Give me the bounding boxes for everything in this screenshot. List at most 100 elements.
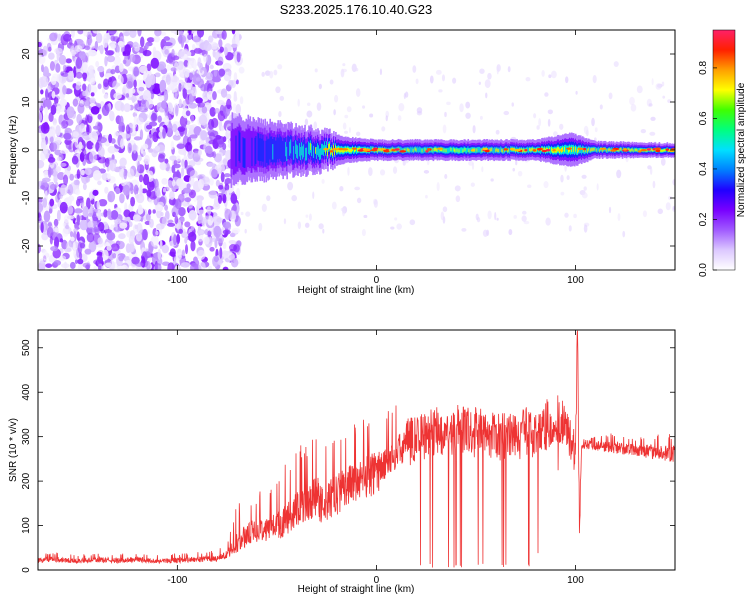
heatmap-cell xyxy=(142,173,150,186)
heatmap-cell xyxy=(40,76,49,88)
heatmap-cell xyxy=(471,162,475,170)
heatmap-cell xyxy=(322,228,325,234)
heatmap-cell xyxy=(627,148,630,151)
heatmap-cell xyxy=(157,115,162,123)
heatmap-cell xyxy=(43,210,51,223)
heatmap-cell xyxy=(577,147,584,151)
heatmap-cell xyxy=(77,258,84,265)
heatmap-cell xyxy=(53,236,60,249)
heatmap-cell xyxy=(606,148,609,153)
heatmap-cell xyxy=(234,128,237,174)
heatmap-cell xyxy=(177,126,186,133)
heatmap-cell xyxy=(228,244,238,252)
heatmap-cell xyxy=(601,149,604,152)
heatmap-cell xyxy=(38,41,42,48)
heatmap-cell xyxy=(594,127,598,133)
heatmap-cell xyxy=(215,134,222,140)
heatmap-cell xyxy=(565,76,569,84)
heatmap-cell xyxy=(95,60,100,68)
heatmap-cell xyxy=(437,147,444,150)
heatmap-cell xyxy=(373,199,378,208)
heatmap-cell xyxy=(126,244,136,253)
heatmap-cell xyxy=(101,104,110,117)
heatmap-cell xyxy=(182,187,192,194)
heatmap-cell xyxy=(416,107,423,114)
heatmap-cell xyxy=(581,174,587,179)
heatmap-cell xyxy=(433,147,436,152)
heatmap-cell xyxy=(228,70,232,77)
heatmap-cell xyxy=(651,78,654,86)
heatmap-cell xyxy=(323,145,325,156)
heatmap-cell xyxy=(48,112,54,123)
heatmap-cell xyxy=(178,34,183,45)
heatmap-cell xyxy=(342,63,346,67)
heatmap-cell xyxy=(478,146,481,153)
heatmap-cell xyxy=(446,147,449,154)
heatmap-cell xyxy=(174,92,178,100)
heatmap-cell xyxy=(146,213,151,222)
heatmap-cell xyxy=(171,179,176,187)
heatmap-cell xyxy=(286,146,288,162)
heatmap-cell xyxy=(154,145,160,152)
heatmap-cell xyxy=(532,149,537,152)
heatmap-cell xyxy=(557,147,559,152)
heatmap-cell xyxy=(544,92,549,97)
heatmap-cell xyxy=(226,93,232,100)
heatmap-cell xyxy=(240,211,244,216)
heatmap-cell xyxy=(237,126,240,172)
heatmap-cell xyxy=(38,243,41,254)
heatmap-cell xyxy=(523,148,525,152)
heatmap-cell xyxy=(498,148,500,153)
heatmap-cell xyxy=(109,110,115,122)
heatmap-cell xyxy=(182,69,191,76)
heatmap-cell xyxy=(187,60,194,69)
heatmap-cell xyxy=(82,262,91,268)
heatmap-cell xyxy=(196,40,200,49)
heatmap-cell xyxy=(180,167,185,177)
heatmap-cell xyxy=(128,122,138,129)
heatmap-cell xyxy=(155,223,165,230)
heatmap-cell xyxy=(421,149,424,153)
heatmap-cell xyxy=(279,134,281,159)
heatmap-cell xyxy=(78,141,83,150)
heatmap-cell xyxy=(592,147,595,151)
heatmap-cell xyxy=(214,107,220,114)
heatmap-cell xyxy=(150,57,160,69)
heatmap-cell xyxy=(259,138,262,166)
heatmap-cell xyxy=(230,79,237,89)
heatmap-cell xyxy=(69,173,75,181)
heatmap-cell xyxy=(62,222,66,227)
heatmap-cell xyxy=(224,47,228,56)
heatmap-cell xyxy=(107,30,117,35)
heatmap-cell xyxy=(148,209,152,215)
spectrogram-y-ticks: -20 -10 0 10 20 xyxy=(21,48,675,253)
heatmap-cell xyxy=(97,180,102,186)
heatmap-cell xyxy=(181,249,185,257)
heatmap-cell xyxy=(38,53,42,60)
heatmap-cell xyxy=(378,148,381,152)
heatmap-cell xyxy=(452,146,455,153)
heatmap-cell xyxy=(662,149,665,152)
heatmap-cell xyxy=(154,263,162,270)
heatmap-cell xyxy=(472,125,476,134)
heatmap-cell xyxy=(325,147,327,154)
heatmap-cell xyxy=(568,147,570,153)
heatmap-cell xyxy=(278,111,282,118)
heatmap-cell xyxy=(131,97,136,104)
heatmap-cell xyxy=(190,240,196,252)
heatmap-cell xyxy=(308,213,312,221)
heatmap-cell xyxy=(477,146,480,153)
heatmap-cell xyxy=(335,145,337,151)
heatmap-cell xyxy=(157,248,162,261)
heatmap-cell xyxy=(396,223,402,230)
heatmap-cell xyxy=(292,141,294,165)
heatmap-cell xyxy=(317,143,319,155)
heatmap-cell xyxy=(219,247,223,259)
heatmap-cell xyxy=(509,148,511,154)
heatmap-cell xyxy=(53,218,59,227)
heatmap-cell xyxy=(93,265,98,270)
heatmap-cell xyxy=(351,148,353,153)
heatmap-cell xyxy=(110,43,117,49)
heatmap-cell xyxy=(543,181,549,189)
